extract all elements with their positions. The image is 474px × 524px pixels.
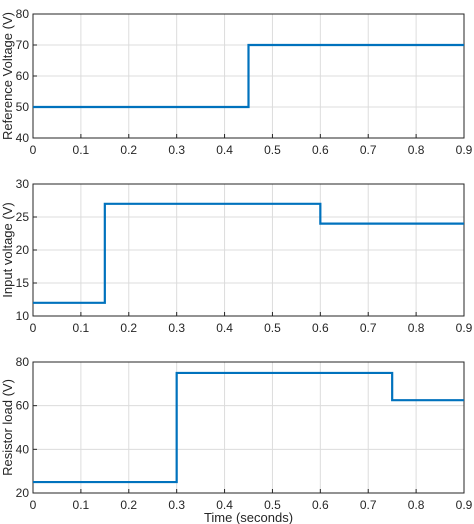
chart-panel-2: 0 0.1 0.2 0.3 0.4 0.5 0.6 0.7 0.8 0.9 10 15 20 25 30In… (0, 177, 473, 335)
x-tick-label: 0.8 (408, 143, 425, 157)
chart-panel-1: 0 0.1 0.2 0.3 0.4 0.5 0.6 0.7 0.8 0.9 40 50 60 70 80Re… (0, 7, 473, 157)
x-tick-label: 0.1 (73, 143, 90, 157)
x-tick-label: 0.7 (360, 143, 377, 157)
plot-area (32, 361, 465, 494)
x-tick-label: 0.1 (73, 498, 90, 512)
y-tick-label: 30 (16, 177, 30, 191)
x-tick-label: 0.9 (456, 321, 473, 335)
y-axis-label: Input voltage (V) (0, 202, 15, 297)
chart-panel-3: 0 0.1 0.2 0.3 0.4 0.5 0.6 0.7 0.8 0.9 20 40 60 80Resi… (0, 355, 473, 524)
y-tick-label: 25 (16, 210, 30, 224)
y-tick-label: 70 (16, 38, 30, 52)
x-tick-label: 0.4 (216, 498, 233, 512)
x-tick-label: 0.6 (312, 321, 329, 335)
x-tick-label: 0.5 (264, 143, 281, 157)
x-tick-label: 0.8 (408, 321, 425, 335)
x-tick-label: 0.4 (216, 143, 233, 157)
x-tick-label: 0 (30, 321, 37, 335)
y-tick-label: 40 (16, 131, 30, 145)
y-axis-label: Resistor load (V) (0, 379, 15, 476)
x-tick-label: 0.4 (216, 321, 233, 335)
y-tick-label: 50 (16, 100, 30, 114)
y-tick-label: 60 (16, 399, 30, 413)
x-tick-label: 0.9 (456, 143, 473, 157)
x-tick-label: 0.9 (456, 498, 473, 512)
x-tick-label: 0.6 (312, 143, 329, 157)
x-tick-label: 0.7 (360, 321, 377, 335)
x-tick-label: 0.8 (408, 498, 425, 512)
series-line-1 (33, 43, 464, 109)
x-tick-label: 0.6 (312, 498, 329, 512)
y-tick-label: 60 (16, 69, 30, 83)
y-tick-label: 80 (16, 355, 30, 369)
series-line-1 (33, 371, 464, 484)
series-line-1 (33, 202, 464, 304)
x-tick-label: 0.3 (168, 498, 185, 512)
y-tick-label: 10 (16, 309, 30, 323)
x-tick-label: 0.5 (264, 498, 281, 512)
x-tick-label: 0 (30, 498, 37, 512)
x-axis-label: Time (seconds) (204, 510, 293, 524)
y-axis-label: Reference Voltage (V) (0, 12, 15, 140)
x-tick-label: 0.3 (168, 143, 185, 157)
x-tick-label: 0.2 (120, 498, 137, 512)
plot-border (32, 361, 465, 494)
x-tick-label: 0.5 (264, 321, 281, 335)
y-tick-label: 80 (16, 7, 30, 21)
x-tick-label: 0.3 (168, 321, 185, 335)
x-tick-label: 0.2 (120, 321, 137, 335)
x-tick-label: 0 (30, 143, 37, 157)
y-tick-label: 40 (16, 442, 30, 456)
y-tick-label: 20 (16, 486, 30, 500)
y-tick-label: 15 (16, 276, 30, 290)
x-tick-label: 0.7 (360, 498, 377, 512)
y-tick-label: 20 (16, 243, 30, 257)
x-tick-label: 0.2 (120, 143, 137, 157)
x-tick-label: 0.1 (73, 321, 90, 335)
